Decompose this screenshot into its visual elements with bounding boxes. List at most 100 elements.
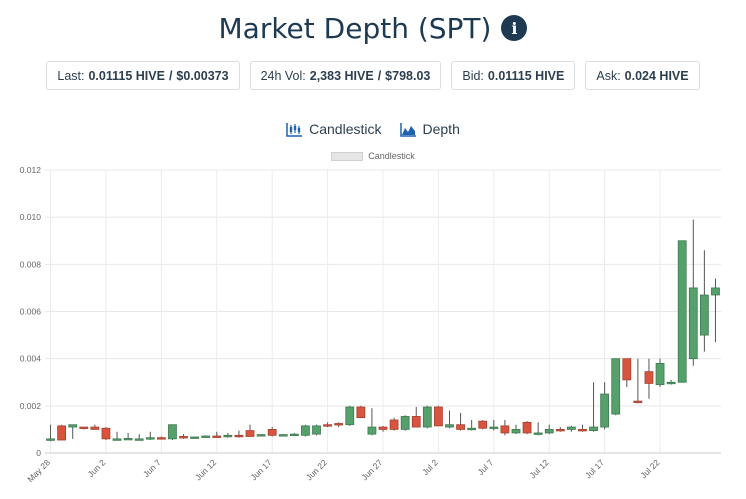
stat-ask: Ask: 0.024 HIVE — [585, 61, 700, 90]
candle-body — [212, 435, 222, 438]
candle-body — [190, 436, 199, 439]
candle-body — [46, 438, 55, 441]
page-title: Market Depth (SPT) — [218, 11, 492, 45]
candle — [522, 421, 532, 435]
candle — [611, 358, 621, 416]
x-tick-label: Jun 17 — [248, 457, 273, 482]
candle — [378, 425, 388, 432]
candle — [666, 379, 676, 385]
y-tick-label: 0 — [36, 448, 41, 458]
candle-body — [68, 424, 78, 428]
candle — [688, 219, 698, 366]
candle-body — [600, 393, 610, 428]
chart-candles — [46, 219, 720, 442]
candle-body — [223, 434, 233, 438]
candle-body — [245, 430, 255, 437]
candle-body — [356, 406, 366, 419]
candle — [90, 424, 100, 430]
candle — [278, 434, 288, 437]
chart-axes: 0 0.002 0.004 0.006 0.008 0.010 0.012 May 28 Jun… — [20, 165, 721, 484]
candle — [367, 408, 377, 436]
legend-label: Candlestick — [368, 151, 415, 161]
candle-body — [101, 427, 111, 440]
candle — [622, 358, 632, 387]
candle — [544, 424, 554, 435]
candle — [156, 436, 166, 440]
title-row: Market Depth (SPT) i — [0, 6, 746, 50]
candle — [79, 426, 89, 430]
candle-body — [589, 426, 598, 431]
candle-body — [578, 429, 587, 432]
candle — [400, 415, 410, 431]
candle-body — [168, 424, 177, 440]
tab-candlestick[interactable]: Candlestick — [286, 121, 382, 137]
candle — [389, 417, 399, 431]
candle-body — [145, 437, 155, 440]
y-tick-label: 0.006 — [20, 307, 42, 317]
candle-body — [644, 371, 654, 384]
candle — [289, 432, 299, 437]
candle-body — [323, 424, 332, 427]
candle-body — [112, 438, 122, 441]
candle-body — [445, 424, 454, 428]
stats-bar: Last: 0.01115 HIVE / $0.00373 24h Vol: 2… — [0, 61, 746, 90]
candle-body — [688, 287, 698, 360]
x-tick-label: Jul 22 — [638, 457, 661, 480]
candle — [323, 422, 332, 428]
candle-body — [544, 429, 554, 434]
stat-last-label: Last: — [57, 68, 85, 83]
candle-body — [123, 437, 133, 441]
stat-ask-label: Ask: — [596, 68, 621, 83]
candle — [500, 419, 510, 436]
candle — [112, 431, 122, 441]
candle-body — [301, 425, 310, 436]
y-tick-label: 0.012 — [20, 165, 42, 175]
candle — [190, 436, 199, 439]
candle — [489, 419, 499, 431]
tab-depth[interactable]: Depth — [399, 121, 460, 137]
candle-body — [378, 426, 388, 430]
stat-volume-usd: $798.03 — [385, 68, 431, 83]
candle — [533, 422, 543, 436]
chart-legend[interactable]: Candlestick — [0, 151, 746, 161]
candle-body — [699, 294, 709, 336]
candle — [345, 405, 355, 426]
candle-body — [156, 437, 166, 440]
candle — [555, 427, 565, 432]
x-tick-label: Jun 22 — [304, 457, 329, 482]
candle-body — [411, 416, 421, 428]
candle-body — [201, 435, 211, 438]
candle-body — [345, 406, 355, 426]
depth-chart-icon — [399, 122, 417, 137]
tab-depth-label: Depth — [422, 121, 460, 137]
candle-body — [633, 400, 643, 404]
legend-swatch — [331, 151, 364, 161]
candle — [223, 432, 233, 438]
candle-body — [611, 358, 621, 415]
candle-body — [434, 406, 443, 427]
candle — [145, 431, 155, 441]
candle-body — [367, 426, 377, 435]
info-circle-icon[interactable]: i — [501, 15, 528, 41]
candle-body — [278, 434, 288, 437]
tab-candlestick-label: Candlestick — [309, 121, 382, 137]
candle — [655, 358, 665, 387]
candle-body — [567, 426, 576, 430]
candle — [478, 419, 488, 430]
x-tick-label: Jul 2 — [420, 457, 440, 477]
candle — [256, 434, 266, 437]
stat-ask-value: 0.024 HIVE — [624, 68, 689, 83]
candle — [644, 358, 654, 399]
candle-body — [289, 433, 299, 437]
candle — [245, 424, 255, 437]
candle — [179, 434, 188, 439]
x-tick-label: Jul 7 — [475, 457, 495, 477]
candle-body — [334, 423, 344, 426]
candle — [101, 427, 111, 441]
candle — [57, 424, 67, 441]
x-tick-label: Jul 12 — [528, 457, 551, 480]
stat-bid-value: 0.01115 HIVE — [487, 68, 565, 83]
candle-body — [389, 419, 399, 430]
candle — [411, 407, 421, 428]
candle-body — [90, 426, 100, 430]
